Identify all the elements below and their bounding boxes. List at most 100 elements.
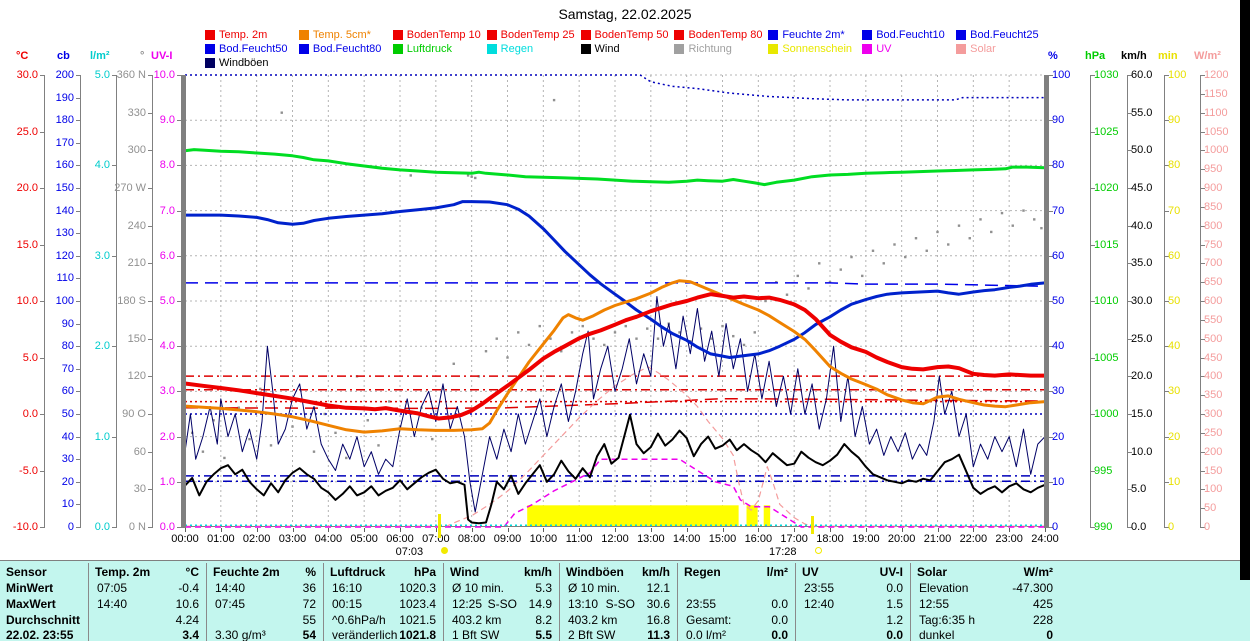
legend-swatch-icon xyxy=(298,43,309,54)
legend-label: BodenTemp 25 xyxy=(500,28,575,41)
table-cell-text: 3.30 g/m³ xyxy=(215,628,266,641)
axis-tick-label: 10.0 xyxy=(153,69,175,81)
axis-tick xyxy=(177,255,181,257)
x-axis-label: 20:00 xyxy=(887,533,916,545)
axis-tick-label: 20.0 xyxy=(1131,370,1153,383)
plot-right-border xyxy=(1044,75,1049,528)
richtung-dot xyxy=(1033,218,1036,221)
table-col-header: Solar xyxy=(917,565,948,579)
legend-label: Temp. 2m xyxy=(219,28,268,41)
x-axis-tick xyxy=(1009,528,1011,532)
richtung-dot xyxy=(1000,211,1004,215)
axis-tick-label: 800 xyxy=(1204,219,1223,232)
table-col-unit: °C xyxy=(185,565,199,579)
richtung-dot xyxy=(818,262,821,265)
axis-tick-label: 100 xyxy=(1204,483,1223,496)
x-axis-tick xyxy=(220,528,222,532)
axis-tick-label: 990 xyxy=(1094,521,1113,533)
legend-item-uv: UV xyxy=(862,42,956,55)
axis-tick xyxy=(1091,131,1095,133)
axis-tick xyxy=(177,346,181,348)
table-cell-value: -0.4 xyxy=(178,581,199,595)
x-axis-label: 04:00 xyxy=(314,533,343,545)
legend-label: Solar xyxy=(970,42,996,55)
axis-tick-label: 600 xyxy=(1204,295,1223,307)
axis-tick-label: -10.0 xyxy=(12,521,38,533)
table-col-unit: UV-I xyxy=(879,565,903,579)
table-divider xyxy=(88,563,89,641)
x-axis-label: 24:00 xyxy=(1031,533,1059,545)
axis-tick-label: 130 xyxy=(55,227,74,240)
table-cell-value: 1020.3 xyxy=(399,581,436,595)
axis-tick-label: 1030 xyxy=(1094,69,1119,81)
sunrise-time: 07:03 xyxy=(395,546,424,558)
axis-tick xyxy=(1201,150,1205,152)
axis-tick xyxy=(1128,301,1132,302)
axis-tick-label: 300 xyxy=(1204,408,1223,420)
axis-tick-label: 360 N xyxy=(116,69,146,81)
table-row-label: 22.02. 23:55 xyxy=(6,628,74,641)
axis-tick-label: 500 xyxy=(1204,332,1223,345)
table-col-unit: km/h xyxy=(523,565,552,579)
axis-tick xyxy=(1128,338,1132,340)
richtung-dot xyxy=(613,331,617,334)
legend-label: Luftdruck xyxy=(406,42,453,55)
axis-tick xyxy=(148,376,152,378)
axis-tick-label: 10.0 xyxy=(1131,445,1153,458)
table-cell-value: 54 xyxy=(302,628,316,641)
richtung-dot xyxy=(796,274,799,278)
sunset-time: 17:28 xyxy=(769,546,797,558)
axis-tick xyxy=(76,97,80,99)
series-windboeen xyxy=(184,296,1046,513)
richtung-dot xyxy=(710,337,713,340)
legend-swatch-icon xyxy=(674,43,685,54)
axis-tick-label: 10 xyxy=(1052,475,1065,488)
richtung-dot xyxy=(990,230,993,234)
axis-header-cb: cb xyxy=(57,50,70,62)
series-bod_feucht10 xyxy=(185,74,1045,101)
axis-tick-label: 150 xyxy=(55,182,74,194)
axis-tick xyxy=(1201,451,1205,453)
table-cell-text: Elevation xyxy=(919,581,969,595)
x-axis-tick xyxy=(579,528,581,532)
richtung-dot xyxy=(517,331,520,334)
richtung-dot xyxy=(861,274,864,278)
axis-tick-label: 90 O xyxy=(122,408,146,420)
axis-tick xyxy=(177,301,181,302)
axis-tick xyxy=(1049,165,1053,167)
axis-tick xyxy=(1165,481,1169,483)
axis-tick-label: 850 xyxy=(1204,200,1223,213)
axis-tick xyxy=(177,165,181,167)
table-cell-text: Ø 10 min. xyxy=(568,581,621,595)
axis-tick-label: 25.0 xyxy=(1131,332,1153,345)
legend-item-solar: Solar xyxy=(956,42,1050,55)
axis-tick xyxy=(1091,414,1095,415)
axis-tick-label: 1200 xyxy=(1204,69,1229,81)
x-axis-tick xyxy=(650,528,652,532)
axis-tick xyxy=(1201,301,1205,302)
table-row-label: Sensor xyxy=(6,565,47,579)
axis-tick xyxy=(1201,188,1205,189)
x-axis-label: 07:00 xyxy=(422,533,450,545)
legend-item-windb-en: Windböen xyxy=(205,56,299,69)
richtung-dot xyxy=(742,343,746,347)
legend-item-luftdruck: Luftdruck xyxy=(392,42,487,55)
legend-label: Wind xyxy=(594,42,620,55)
series-sonnenschein xyxy=(763,505,771,526)
axis-tick-label: 270 W xyxy=(114,182,146,194)
axis-tick-label: 200 xyxy=(55,69,74,81)
legend-item-bod-feucht10: Bod.Feucht10 xyxy=(862,28,956,41)
richtung-dot xyxy=(646,327,649,330)
summary-table: Sensor MinWert MaxWert Durchschnitt 22.02. 2… xyxy=(0,560,1250,641)
table-cell-value: 55 xyxy=(302,613,316,627)
axis-tick xyxy=(148,112,152,114)
axis-tick xyxy=(40,527,44,528)
richtung-dot xyxy=(259,387,262,391)
axis-tick-label: 50 xyxy=(1204,502,1217,515)
richtung-dot xyxy=(1011,224,1014,227)
richtung-dot xyxy=(484,350,488,353)
axis-tick xyxy=(148,414,152,415)
legend-swatch-icon xyxy=(580,29,591,40)
table-cell-value: 1.5 xyxy=(886,597,903,611)
